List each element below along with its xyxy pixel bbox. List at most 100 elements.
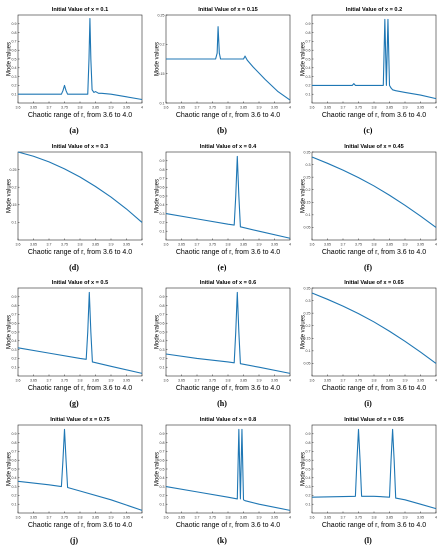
x-tick-label: 3.9 [257,106,262,110]
y-tick-label: 0.1 [160,503,165,507]
y-tick-label: 0.4 [160,476,165,480]
x-tick-label: 4 [141,516,143,520]
y-tick-label: 0.8 [160,304,165,308]
x-tick-label: 4 [289,243,291,247]
y-axis-label: Mode values [7,315,13,349]
panel-caption: (j) [70,536,78,545]
y-tick-label: 0.1 [306,349,311,353]
y-tick-label: 0.25 [158,13,165,17]
y-tick-label: 0.3 [306,163,311,167]
y-tick-label: 0.7 [306,40,311,44]
x-tick-label: 3.65 [178,106,185,110]
x-tick-label: 3.8 [78,243,83,247]
x-tick-label: 3.7 [47,106,52,110]
y-tick-label: 0.5 [12,467,17,471]
panel-caption: (i) [364,399,372,408]
x-tick-label: 3.7 [47,379,52,383]
y-tick-label: 0.5 [306,467,311,471]
y-tick-label: 0.2 [160,43,165,47]
y-tick-label: 0.1 [12,366,17,370]
y-tick-label: 0.5 [12,57,17,61]
x-tick-label: 3.7 [195,516,200,520]
x-tick-label: 3.8 [226,379,231,383]
y-axis-label: Mode values [155,42,161,76]
y-tick-label: 0.25 [304,175,311,179]
y-tick-label: 0.3 [306,485,311,489]
x-tick-label: 3.85 [92,243,99,247]
x-tick-label: 3.65 [30,106,37,110]
y-tick-label: 0.3 [306,299,311,303]
x-tick-label: 3.65 [178,243,185,247]
plot-frame [17,287,143,377]
chart-svg: Initial Value of x = 0.6 3.6 3.65 3.7 3.75 3.… [155,280,292,392]
plot-frame [17,151,143,241]
y-tick-label: 0.7 [12,40,17,44]
y-tick-label: 0.25 [304,311,311,315]
x-tick-label: 3.6 [16,379,21,383]
y-tick-label: 0.7 [12,450,17,454]
y-tick-label: 0.3 [160,485,165,489]
series-line [17,291,143,374]
y-tick-label: 0.3 [160,212,165,216]
chart-svg: Initial Value of x = 0.45 3.6 3.65 3.7 3.75 3… [301,144,437,256]
x-tick-label: 3.75 [61,106,68,110]
plot-frame [311,14,437,104]
x-tick-label: 3.95 [271,106,278,110]
series-line [165,155,291,239]
chart-panel: Initial Value of x = 0.2 3.6 3.65 3.7 3.75 3.… [298,4,437,139]
x-tick-label: 3.7 [195,106,200,110]
y-tick-label: 0.9 [306,22,311,26]
y-tick-label: 0.25 [10,168,17,172]
panel-caption: (g) [69,399,79,408]
chart-panel: Initial Value of x = 0.95 3.6 3.65 3.7 3.75 3… [298,414,437,549]
x-axis-label: Chaotic range of r, from 3.6 to 4.0 [176,112,280,119]
x-tick-label: 3.95 [123,379,130,383]
x-tick-label: 3.8 [372,106,377,110]
x-tick-label: 4 [435,379,437,383]
x-tick-label: 3.6 [164,243,169,247]
y-tick-label: 0.7 [160,177,165,181]
chart-panel: Initial Value of x = 0.4 3.6 3.65 3.7 3.75 3.… [152,141,292,276]
panel-caption: (h) [217,399,227,408]
y-tick-label: 0.8 [306,441,311,445]
x-tick-label: 4 [435,516,437,520]
x-tick-label: 3.6 [310,379,315,383]
x-tick-label: 3.8 [372,243,377,247]
panel-caption: (k) [217,536,227,545]
y-tick-label: 0.5 [160,467,165,471]
y-tick-label: 0.15 [304,337,311,341]
y-tick-label: 0.1 [306,93,311,97]
x-tick-label: 4 [141,106,143,110]
x-tick-label: 3.8 [226,106,231,110]
y-tick-label: 0.2 [12,494,17,498]
chart-svg: Initial Value of x = 0.3 3.6 3.65 3.7 3.75 3.… [7,144,144,256]
x-tick-label: 3.85 [240,516,247,520]
x-tick-label: 3.65 [178,379,185,383]
y-tick-label: 0.05 [304,226,311,230]
y-tick-label: 0.1 [160,101,165,105]
y-tick-label: 0.6 [306,459,311,463]
y-tick-label: 0.05 [304,362,311,366]
y-tick-label: 0.8 [12,441,17,445]
x-tick-label: 3.7 [47,516,52,520]
y-tick-label: 0.8 [306,31,311,35]
y-tick-label: 0.2 [12,186,17,190]
chart-title: Initial Value of x = 0.75 [50,417,110,423]
y-tick-label: 0.1 [160,230,165,234]
y-tick-label: 0.9 [306,432,311,436]
chart-panel: Initial Value of x = 0.15 3.6 3.65 3.7 3.75 3… [152,4,292,139]
y-tick-label: 0.5 [12,330,17,334]
y-tick-label: 0.15 [158,72,165,76]
x-axis-label: Chaotic range of r, from 3.6 to 4.0 [322,112,426,119]
series-line [166,26,291,101]
x-tick-label: 3.75 [61,243,68,247]
y-tick-label: 0.9 [160,432,165,436]
y-tick-label: 0.1 [306,213,311,217]
y-tick-label: 0.5 [306,57,311,61]
x-axis-label: Chaotic range of r, from 3.6 to 4.0 [176,385,280,392]
y-tick-label: 0.6 [160,459,165,463]
x-tick-label: 3.85 [386,106,393,110]
x-axis-label: Chaotic range of r, from 3.6 to 4.0 [28,112,132,119]
y-axis-label: Mode values [7,42,13,76]
y-axis-label: Mode values [155,452,161,486]
